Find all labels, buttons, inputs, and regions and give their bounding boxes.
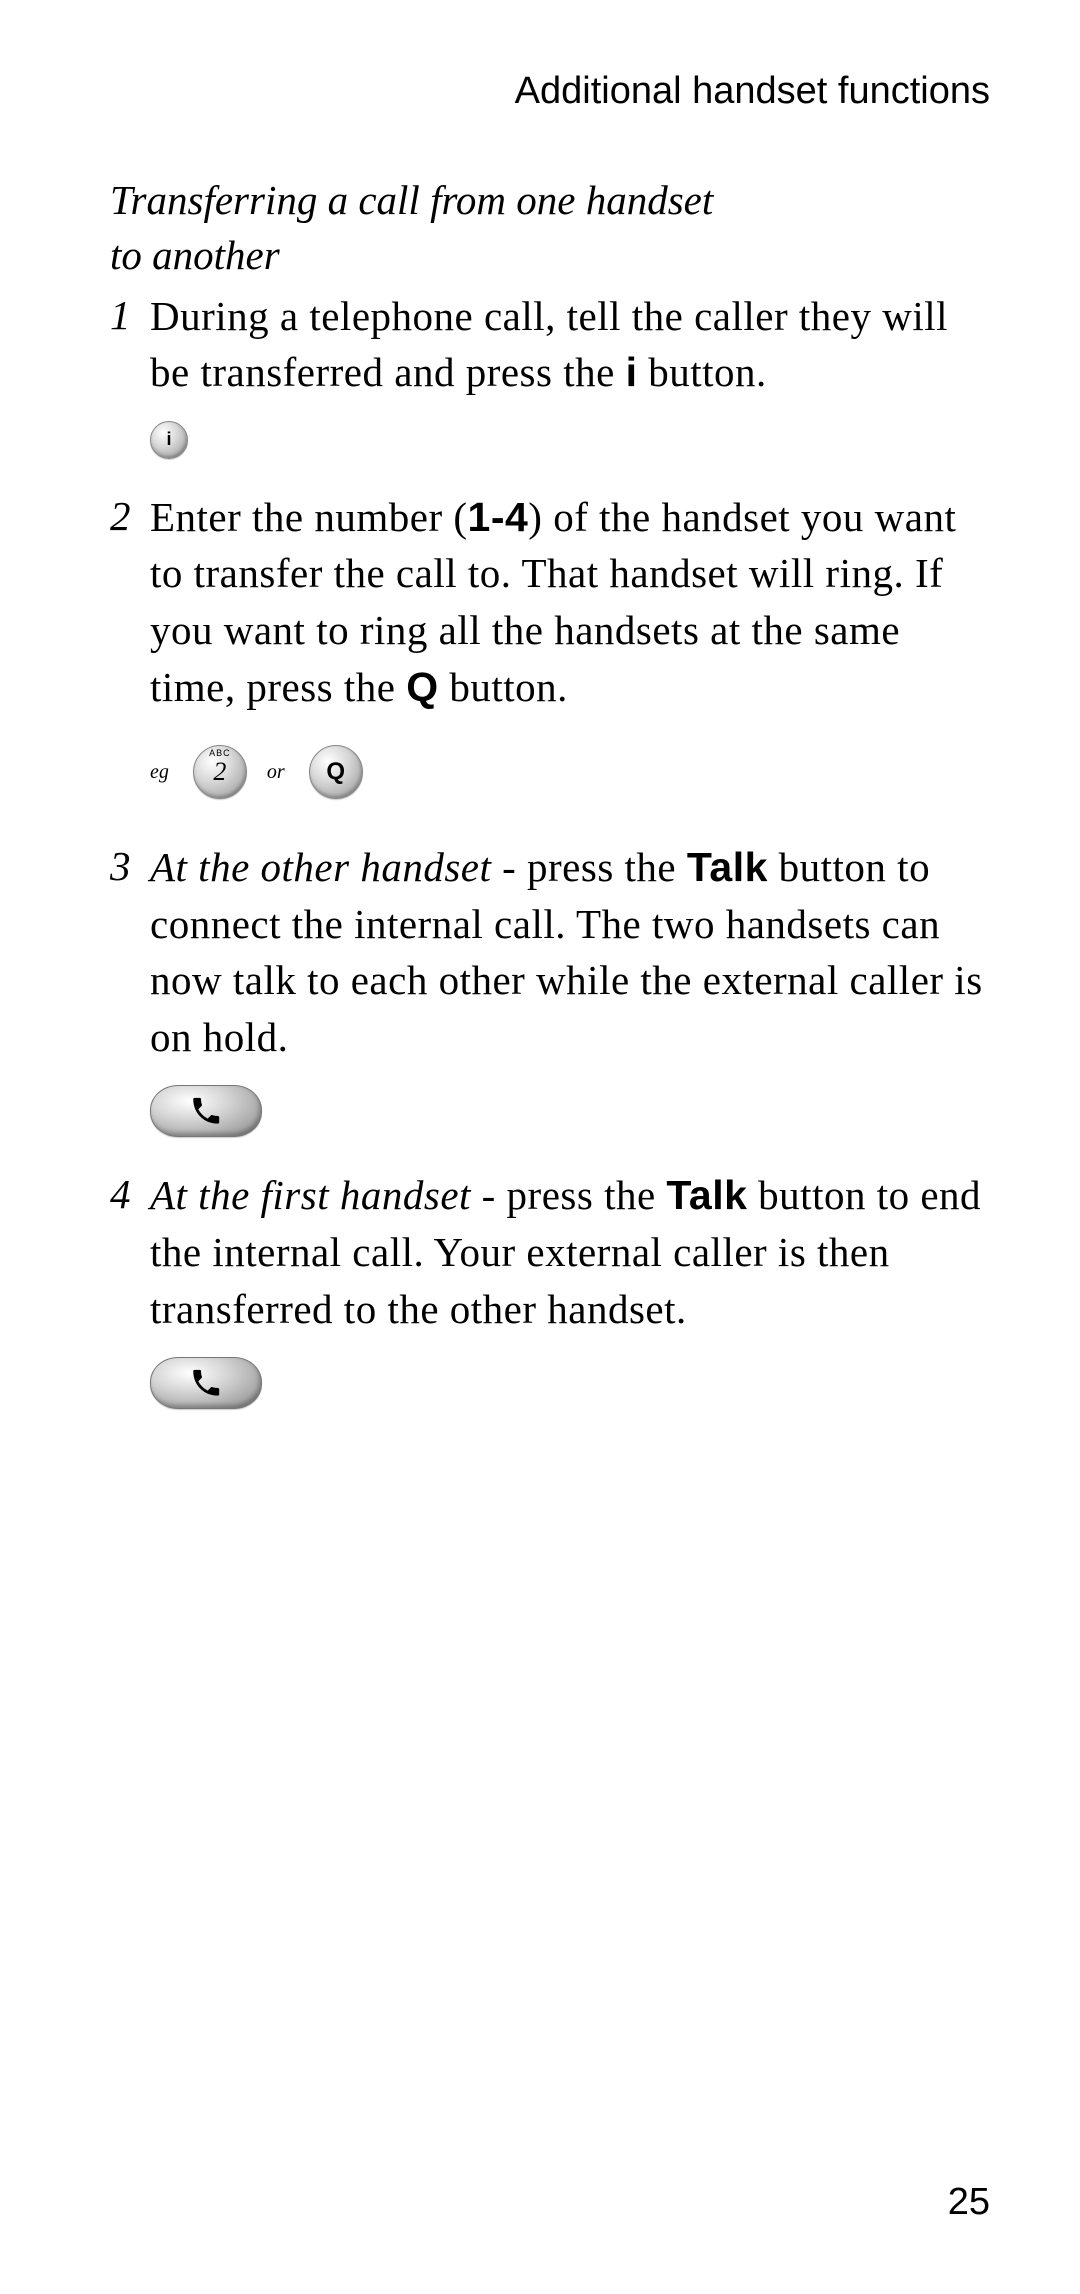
step-2-body: Enter the number (1-4) of the handset yo… <box>150 489 990 715</box>
steps-list-4: 4 At the first handset - press the Talk … <box>110 1167 990 1337</box>
q-button-label: Q <box>326 758 345 786</box>
i-button-label: i <box>166 429 171 450</box>
i-button-icon: i <box>150 421 188 459</box>
step-2-number: 2 <box>110 489 150 544</box>
step-1-text-post: button. <box>637 349 766 395</box>
or-label: or <box>267 761 285 784</box>
step-4-number: 4 <box>110 1167 150 1222</box>
step-4: 4 At the first handset - press the Talk … <box>110 1167 990 1337</box>
step-3-lead: At the other handset <box>150 844 491 890</box>
step-3-bold: Talk <box>687 844 768 890</box>
two-button-arc: ABC <box>209 748 231 758</box>
step-3-icons <box>150 1085 990 1137</box>
step-1: 1 During a telephone call, tell the call… <box>110 288 990 401</box>
step-4-lead: At the first handset <box>150 1172 471 1218</box>
steps-list-2: 2 Enter the number (1-4) of the handset … <box>110 489 990 715</box>
step-2-bold2: Q <box>406 664 438 710</box>
talk-button-icon-2 <box>150 1357 262 1409</box>
step-3-body: At the other handset - press the Talk bu… <box>150 839 990 1065</box>
step-2-icons: eg ABC 2 or Q <box>150 745 990 799</box>
step-2-text-post: button. <box>439 664 568 710</box>
step-1-bold: i <box>626 349 638 395</box>
step-1-body: During a telephone call, tell the caller… <box>150 288 990 401</box>
step-4-text-pre: - press the <box>471 1172 667 1218</box>
step-1-icons: i <box>150 421 990 459</box>
step-3-number: 3 <box>110 839 150 894</box>
step-3: 3 At the other handset - press the Talk … <box>110 839 990 1065</box>
step-3-text-pre: - press the <box>491 844 687 890</box>
step-2-text-pre: Enter the number ( <box>150 494 468 540</box>
step-1-text-pre: During a telephone call, tell the caller… <box>150 293 948 396</box>
phone-icon <box>189 1094 223 1128</box>
step-2: 2 Enter the number (1-4) of the handset … <box>110 489 990 715</box>
steps-list: 1 During a telephone call, tell the call… <box>110 288 990 401</box>
steps-list-3: 3 At the other handset - press the Talk … <box>110 839 990 1065</box>
two-button-label: 2 <box>213 757 226 787</box>
q-button-icon: Q <box>309 745 363 799</box>
step-1-number: 1 <box>110 288 150 343</box>
talk-button-icon <box>150 1085 262 1137</box>
step-4-bold: Talk <box>666 1172 747 1218</box>
step-4-icons <box>150 1357 990 1409</box>
step-4-body: At the first handset - press the Talk bu… <box>150 1167 990 1337</box>
page-number: 25 <box>948 2181 990 2224</box>
page-header: Additional handset functions <box>110 70 990 113</box>
eg-label: eg <box>150 761 169 784</box>
manual-page: Additional handset functions Transferrin… <box>0 0 1080 2294</box>
section-title: Transferring a call from one handset to … <box>110 173 990 284</box>
section-title-line2: to another <box>110 232 280 278</box>
section-title-line1: Transferring a call from one handset <box>110 177 713 223</box>
two-button-icon: ABC 2 <box>193 745 247 799</box>
step-2-bold1: 1-4 <box>468 494 529 540</box>
phone-icon <box>189 1366 223 1400</box>
